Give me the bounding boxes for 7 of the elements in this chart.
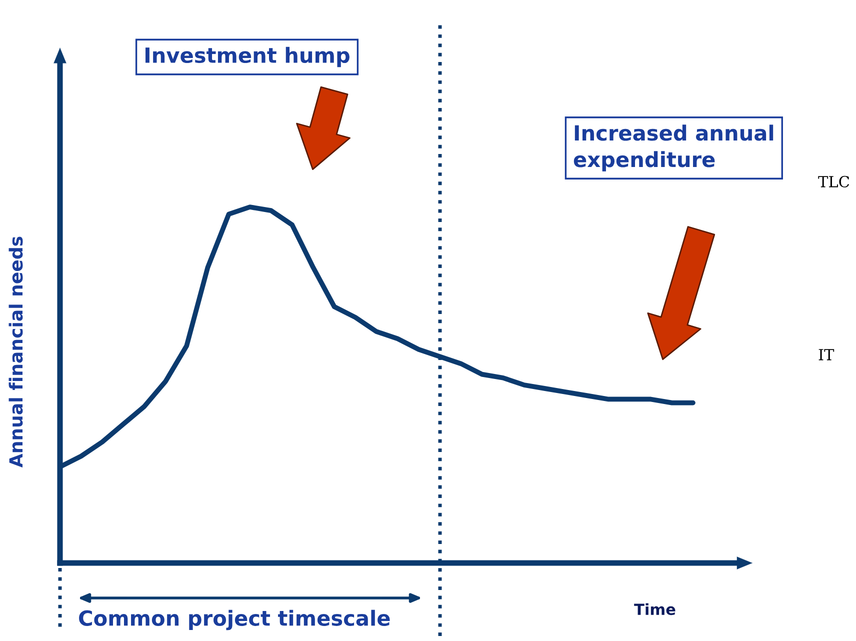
text: Common project timescale xyxy=(79,610,390,630)
y-axis-title: Annual financial needs xyxy=(8,236,23,468)
text: TLC xyxy=(818,176,850,188)
text: IT xyxy=(818,349,834,360)
x-axis-title: Time xyxy=(634,603,676,616)
text: Increased annual expenditure xyxy=(574,124,774,172)
text: Investment hump xyxy=(146,46,350,68)
